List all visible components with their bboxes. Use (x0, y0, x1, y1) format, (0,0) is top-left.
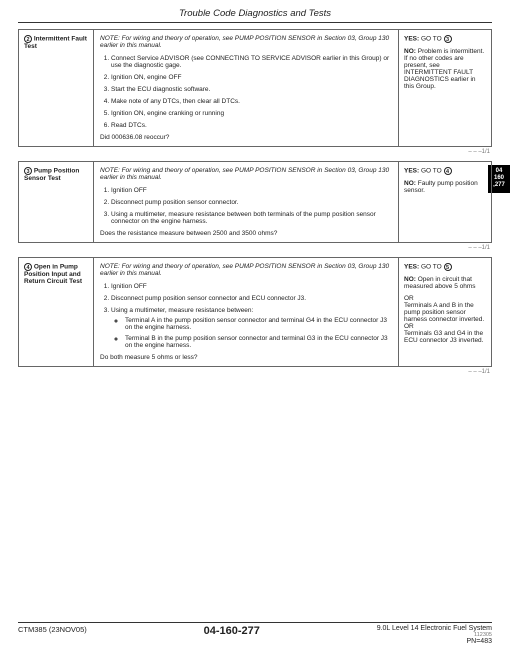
footer-right: 9.0L Level 14 Electronic Fuel System 112… (377, 625, 492, 645)
sec4-step3-text: Using a multimeter, measure resistance b… (111, 307, 253, 314)
sec3-cont: – – –1/1 (18, 245, 492, 251)
sec2-step2: Ignition ON, engine OFF (111, 74, 392, 81)
sec2-no-label: NO: (404, 48, 416, 55)
sec4-yes-label: YES: (404, 264, 419, 271)
section-3-note: NOTE: For wiring and theory of operation… (100, 167, 392, 181)
sec2-yes-text: GO TO (419, 36, 443, 43)
sec2-no-text: Problem is intermittent. If no other cod… (404, 48, 484, 90)
sec4-yes-target: 5 (444, 263, 452, 271)
page-footer: CTM385 (23NOV05) 04-160-277 9.0L Level 1… (18, 622, 492, 645)
sec3-no: NO: Faulty pump position sensor. (404, 180, 486, 194)
section-2-right: YES: GO TO 3 NO: Problem is intermittent… (399, 30, 491, 146)
sec4-no-text2: Terminals A and B in the pump position s… (404, 302, 486, 323)
section-4-title: Open in Pump Position Input and Return C… (24, 264, 82, 285)
section-2: 2 Intermittent Fault Test NOTE: For wiri… (18, 29, 492, 147)
sec3-step3: Using a multimeter, measure resistance b… (111, 211, 392, 225)
sec2-step1: Connect Service ADVISOR (see CONNECTING … (111, 55, 392, 69)
footer-pn: PN=483 (467, 638, 493, 645)
sec2-step5: Ignition ON, engine cranking or running (111, 110, 392, 117)
sec2-step6: Read DTCs. (111, 122, 392, 129)
section-2-title: Intermittent Fault Test (24, 36, 87, 50)
sec4-no-text3: Terminals G3 and G4 in the ECU connector… (404, 330, 486, 344)
section-3-mid: NOTE: For wiring and theory of operation… (93, 162, 399, 242)
footer-center: 04-160-277 (204, 625, 260, 637)
section-4-steps: Ignition OFF Disconnect pump position se… (100, 283, 392, 349)
sec4-b1: Terminal A in the pump position sensor c… (125, 317, 392, 331)
sec4-cont: – – –1/1 (18, 369, 492, 375)
section-3-steps: Ignition OFF Disconnect pump position se… (100, 187, 392, 225)
sec4-yes: YES: GO TO 5 (404, 263, 486, 271)
sec4-step1: Ignition OFF (111, 283, 392, 290)
section-4: 4 Open in Pump Position Input and Return… (18, 257, 492, 367)
sec2-yes-label: YES: (404, 36, 419, 43)
step-circle-3: 3 (24, 167, 32, 175)
sec3-no-label: NO: (404, 180, 416, 187)
footer-left: CTM385 (23NOV05) (18, 625, 87, 634)
sec3-step2: Disconnect pump position sensor connecto… (111, 199, 392, 206)
section-4-mid: NOTE: For wiring and theory of operation… (93, 258, 399, 366)
sec4-or2: OR (404, 323, 486, 330)
sec4-question: Do both measure 5 ohms or less? (100, 354, 392, 361)
sec2-question: Did 000636.08 reoccur? (100, 134, 392, 141)
header-title: Trouble Code Diagnostics and Tests (179, 8, 331, 19)
sec4-step2: Disconnect pump position sensor connecto… (111, 295, 392, 302)
section-2-note: NOTE: For wiring and theory of operation… (100, 35, 392, 49)
section-4-note: NOTE: For wiring and theory of operation… (100, 263, 392, 277)
section-3-title: Pump Position Sensor Test (24, 168, 79, 182)
section-3-left: 3 Pump Position Sensor Test (19, 162, 93, 242)
sec3-question: Does the resistance measure between 2500… (100, 230, 392, 237)
sec4-bullets: Terminal A in the pump position sensor c… (111, 317, 392, 349)
sec2-yes: YES: GO TO 3 (404, 35, 486, 43)
sec2-step3: Start the ECU diagnostic software. (111, 86, 392, 93)
sec4-yes-text: GO TO (419, 264, 443, 271)
sec4-or1: OR (404, 295, 486, 302)
sec3-yes-text: GO TO (419, 168, 443, 175)
sec4-no-label: NO: (404, 276, 416, 283)
sec4-step3: Using a multimeter, measure resistance b… (111, 307, 392, 349)
sec3-yes: YES: GO TO 4 (404, 167, 486, 175)
sec3-yes-label: YES: (404, 168, 419, 175)
section-4-right: YES: GO TO 5 NO: Open in circuit that me… (399, 258, 491, 366)
section-3-right: YES: GO TO 4 NO: Faulty pump position se… (399, 162, 491, 242)
sec4-no: NO: Open in circuit that measured above … (404, 276, 486, 290)
sec3-yes-target: 4 (444, 167, 452, 175)
section-4-left: 4 Open in Pump Position Input and Return… (19, 258, 93, 366)
step-circle-4: 4 (24, 263, 32, 271)
sec2-step4: Make note of any DTCs, then clear all DT… (111, 98, 392, 105)
section-2-mid: NOTE: For wiring and theory of operation… (93, 30, 399, 146)
content-area: 2 Intermittent Fault Test NOTE: For wiri… (0, 23, 510, 375)
sec4-b2: Terminal B in the pump position sensor c… (125, 335, 392, 349)
sec2-no: NO: Problem is intermittent. If no other… (404, 48, 486, 90)
section-2-left: 2 Intermittent Fault Test (19, 30, 93, 146)
sec3-step1: Ignition OFF (111, 187, 392, 194)
page-header: Trouble Code Diagnostics and Tests (18, 0, 492, 23)
section-2-steps: Connect Service ADVISOR (see CONNECTING … (100, 55, 392, 129)
step-circle-2: 2 (24, 35, 32, 43)
footer-right-main: 9.0L Level 14 Electronic Fuel System (377, 625, 492, 632)
sec2-cont: – – –1/1 (18, 149, 492, 155)
sec3-no-text: Faulty pump position sensor. (404, 180, 478, 194)
section-3: 3 Pump Position Sensor Test NOTE: For wi… (18, 161, 492, 243)
sec2-yes-target: 3 (444, 35, 452, 43)
